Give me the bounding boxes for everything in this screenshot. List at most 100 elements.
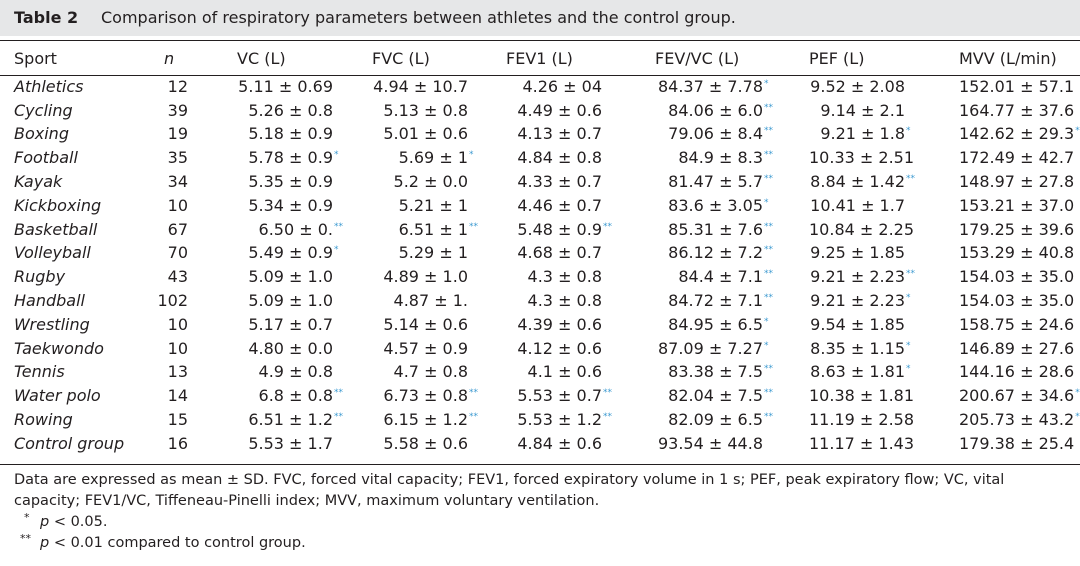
significance-mark: ** [764, 293, 773, 304]
cell-fev1: 4.68 ± 0.7 [479, 242, 619, 266]
significance-mark: ** [764, 126, 773, 137]
cell-value: 179.38 ± 25.4 [959, 433, 1075, 453]
cell-fevvc: 84.37 ± 7.78* [619, 75, 769, 99]
cell-sport: Basketball [14, 219, 98, 239]
significance-mark: * [1075, 126, 1080, 137]
cell-value: 84.95 ± 6.5 [668, 314, 763, 334]
cell-vc: 5.17 ± 0.7 [210, 313, 345, 337]
cell-value: 8.84 ± 1.42 [810, 172, 905, 192]
cell-vc: 4.9 ± 0.8 [210, 361, 345, 385]
cell-value: 9.54 ± 1.85 [810, 314, 905, 334]
cell-n: 10 [167, 338, 188, 358]
cell-value: 4.33 ± 0.7 [517, 172, 602, 192]
cell-mvv: 158.75 ± 24.6 [917, 313, 1080, 337]
cell-vc: 5.35 ± 0.9 [210, 170, 345, 194]
cell-value: 146.89 ± 27.6 [959, 338, 1075, 358]
table-row: Football 35 5.78 ± 0.9* 5.69 ± 1* 4.84 ± 0.8… [0, 146, 1080, 170]
cell-fvc: 6.73 ± 0.8** [345, 384, 479, 408]
cell-value: 84.9 ± 8.3 [678, 148, 763, 168]
cell-fevvc: 82.04 ± 7.5** [619, 384, 773, 408]
table-row: Wrestling 10 5.17 ± 0.7 5.14 ± 0.6 4.39 ± 0.… [0, 313, 1080, 337]
cell-vc: 4.80 ± 0.0 [210, 337, 345, 361]
cell-pef: 11.19 ± 2.58 [769, 408, 917, 432]
col-header-n: n [164, 49, 175, 68]
cell-fevvc: 84.4 ± 7.1** [619, 265, 773, 289]
cell-value: 5.35 ± 0.9 [248, 172, 333, 192]
cell-fvc: 5.01 ± 0.6 [345, 123, 479, 147]
cell-n: 102 [157, 291, 188, 311]
cell-value: 179.25 ± 39.6 [959, 219, 1075, 239]
cell-fev1: 4.84 ± 0.8 [479, 146, 619, 170]
significance-mark: ** [764, 102, 773, 113]
cell-fev1: 4.33 ± 0.7 [479, 170, 619, 194]
cell-sport: Rugby [14, 267, 66, 287]
cell-value: 200.67 ± 34.6 [959, 386, 1075, 406]
cell-fvc: 5.2 ± 0.0 [345, 170, 479, 194]
significance-mark: ** [906, 174, 915, 185]
cell-n: 43 [167, 267, 188, 287]
cell-fevvc: 93.54 ± 44.8 [619, 432, 769, 456]
col-header-fev1: FEV1 (L) [506, 49, 573, 68]
cell-value: 8.63 ± 1.81 [810, 362, 905, 382]
cell-value: 4.46 ± 0.7 [517, 195, 602, 215]
cell-value: 4.1 ± 0.6 [527, 362, 602, 382]
significance-mark: ** [603, 388, 612, 399]
cell-value: 5.13 ± 0.8 [383, 100, 468, 120]
cell-pef: 10.41 ± 1.7 [769, 194, 917, 218]
cell-value: 4.84 ± 0.6 [517, 433, 602, 453]
cell-fevvc: 87.09 ± 7.27* [619, 337, 769, 361]
table-notes: Data are expressed as mean ± SD. FVC, fo… [14, 470, 1074, 554]
significance-mark: ** [469, 412, 478, 423]
cell-value: 84.06 ± 6.0 [668, 100, 763, 120]
cell-fevvc: 84.95 ± 6.5* [619, 313, 769, 337]
cell-n: 70 [167, 243, 188, 263]
footnote-p-symbol: p [40, 514, 50, 530]
footnote-mark-single: * [24, 511, 30, 524]
cell-value: 9.21 ± 2.23 [810, 267, 905, 287]
cell-pef: 9.21 ± 2.23* [769, 289, 917, 313]
footnote-p05: * p < 0.05. [14, 511, 1074, 533]
cell-mvv: 205.73 ± 43.2** [917, 408, 1080, 432]
cell-value: 172.49 ± 42.7 [959, 148, 1075, 168]
cell-fev1: 4.26 ± 04 [479, 75, 619, 99]
footnote-p-symbol: p [40, 535, 50, 551]
cell-pef: 8.63 ± 1.81* [769, 361, 917, 385]
header-top-rule [0, 40, 1080, 41]
header-bottom-rule [0, 75, 1080, 76]
cell-value: 10.33 ± 2.51 [809, 148, 915, 168]
cell-sport: Water polo [14, 386, 101, 406]
cell-fevvc: 82.09 ± 6.5** [619, 408, 773, 432]
cell-value: 4.89 ± 1.0 [383, 267, 468, 287]
col-header-mvv: MVV (L/min) [959, 49, 1057, 68]
cell-vc: 5.53 ± 1.7 [210, 432, 345, 456]
cell-mvv: 200.67 ± 34.6* [917, 384, 1080, 408]
cell-fev1: 5.53 ± 1.2** [479, 408, 619, 432]
cell-mvv: 153.21 ± 37.0 [917, 194, 1080, 218]
cell-vc: 5.49 ± 0.9* [210, 242, 345, 266]
footnote-p01: ** p < 0.01 compared to control group. [14, 532, 1074, 554]
cell-fvc: 5.13 ± 0.8 [345, 99, 479, 123]
table-row: Kayak 34 5.35 ± 0.9 5.2 ± 0.0 4.33 ± 0.7 81.4… [0, 170, 1080, 194]
cell-value: 9.21 ± 1.8 [820, 124, 905, 144]
cell-fevvc: 84.9 ± 8.3** [619, 146, 773, 170]
cell-n: 14 [167, 386, 188, 406]
cell-value: 5.17 ± 0.7 [248, 314, 333, 334]
cell-value: 4.57 ± 0.9 [383, 338, 468, 358]
significance-mark: ** [603, 412, 612, 423]
cell-mvv: 146.89 ± 27.6 [917, 337, 1080, 361]
table-row: Control group 16 5.53 ± 1.7 5.58 ± 0.6 4.84 … [0, 432, 1080, 456]
col-header-pef: PEF (L) [809, 49, 865, 68]
cell-n: 34 [167, 172, 188, 192]
cell-vc: 5.78 ± 0.9* [210, 146, 345, 170]
cell-sport: Football [14, 148, 78, 168]
cell-value: 4.80 ± 0.0 [248, 338, 333, 358]
cell-value: 5.14 ± 0.6 [383, 314, 468, 334]
cell-n: 15 [167, 410, 188, 430]
cell-fvc: 5.69 ± 1* [345, 146, 479, 170]
cell-fev1: 4.39 ± 0.6 [479, 313, 619, 337]
cell-vc: 5.11 ± 0.69 [210, 75, 345, 99]
table-caption: Table 2 Comparison of respiratory parame… [0, 0, 1080, 36]
cell-value: 11.19 ± 2.58 [809, 410, 915, 430]
cell-value: 152.01 ± 57.1 [959, 76, 1075, 96]
